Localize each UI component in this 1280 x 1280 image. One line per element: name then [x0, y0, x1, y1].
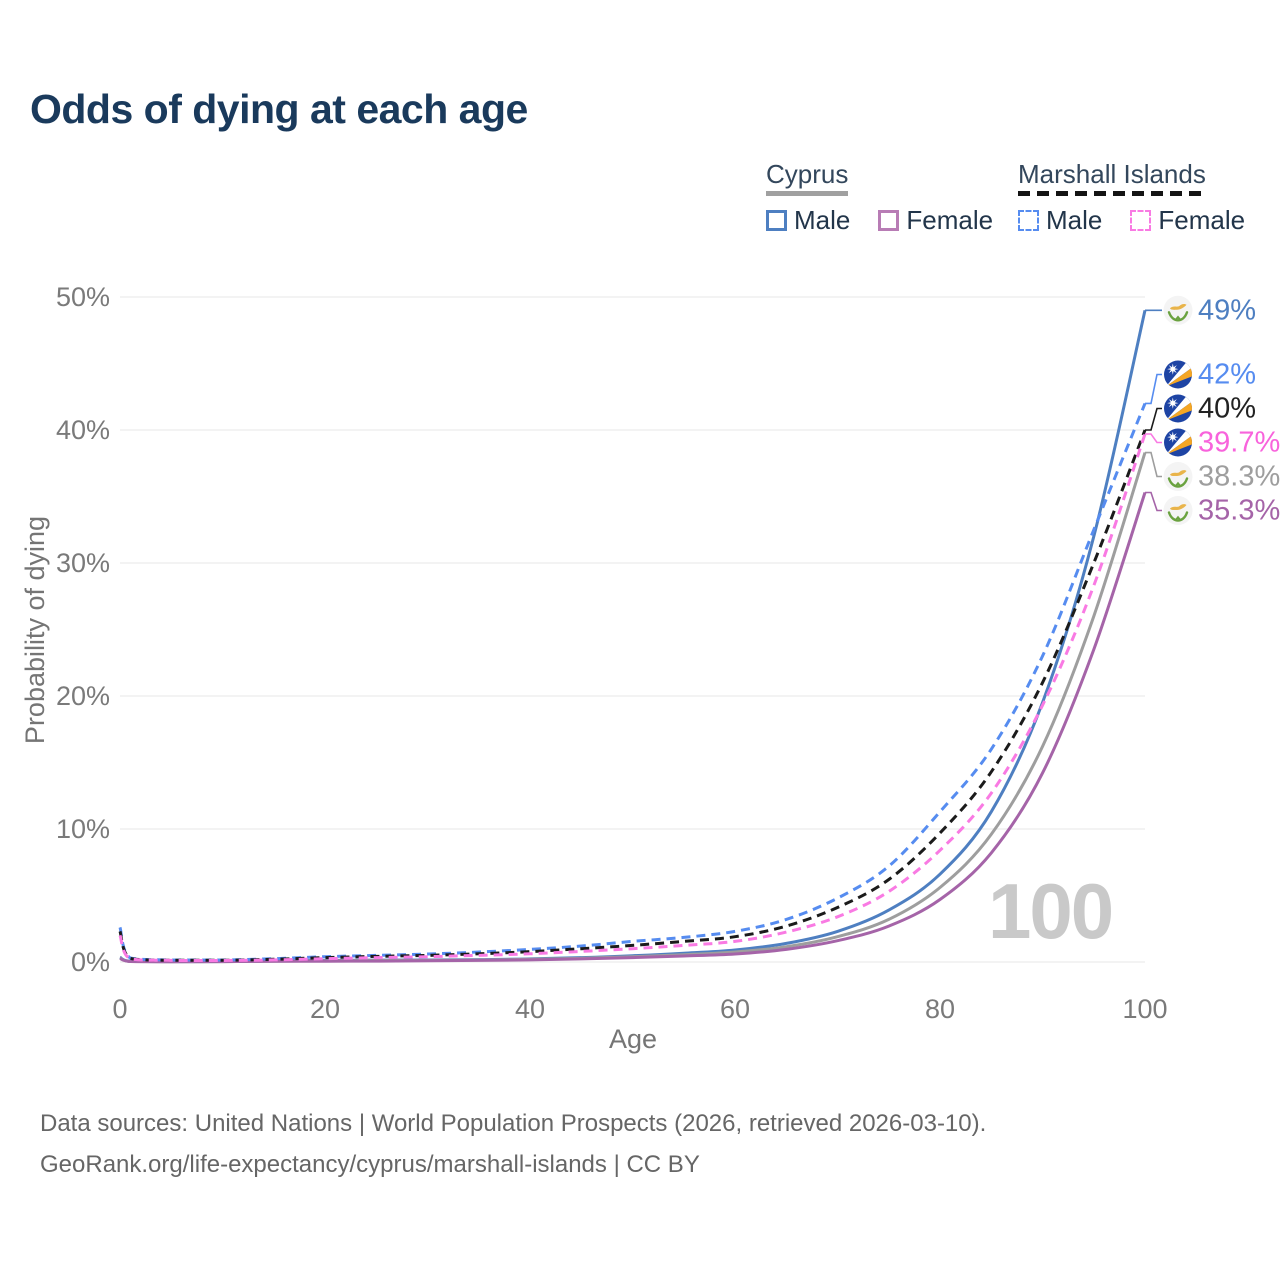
y-tick-label: 30%: [56, 548, 110, 578]
label-connector: [1145, 491, 1162, 512]
legend-swatch-cyprus-female: [878, 210, 900, 231]
y-tick-label: 0%: [71, 947, 110, 977]
y-tick-label: 10%: [56, 814, 110, 844]
axis-title-x: Age: [609, 1024, 657, 1054]
age-watermark: 100: [988, 867, 1114, 955]
x-tick-label: 0: [112, 994, 127, 1024]
label-connector: [1145, 451, 1162, 478]
x-tick-label: 40: [515, 994, 545, 1024]
series-line-marshall-islands-male[interactable]: [118, 402, 1147, 962]
legend-item-label: Female: [1158, 205, 1246, 235]
series-line-marshall-islands-female[interactable]: [118, 433, 1147, 963]
legend-item-cyprus-male[interactable]: Male: [766, 205, 850, 236]
legend-swatch-cyprus-male: [766, 210, 787, 231]
flag-icon-cyprus: [1163, 462, 1193, 492]
flag-icon-marshall-islands: [1164, 360, 1192, 389]
legend-item-label: Male: [1046, 205, 1103, 235]
end-label-cyprus-male: 49%: [1198, 294, 1256, 326]
end-label-marshall-islands-male: 42%: [1198, 359, 1256, 391]
axis-title-y: Probability of dying: [20, 516, 50, 744]
legend-item-label: Female: [906, 205, 994, 235]
legend-item-cyprus-female[interactable]: Female: [878, 205, 993, 236]
x-tick-label: 20: [310, 994, 340, 1024]
x-tick-label: 80: [925, 994, 955, 1024]
flag-icon-marshall-islands: [1164, 428, 1192, 457]
legend-group-cyprus: Cyprus Male Female: [766, 160, 993, 236]
y-tick-label: 40%: [56, 415, 110, 445]
chart-legend: Cyprus Male Female Marshall Islands Male…: [0, 160, 1280, 250]
page-title: Odds of dying at each age: [30, 86, 528, 132]
flag-icon-cyprus: [1163, 496, 1193, 526]
end-label-cyprus-female: 35.3%: [1198, 495, 1280, 527]
label-connector: [1145, 407, 1162, 431]
legend-underline-solid: [766, 191, 848, 196]
series-line-cyprus-male[interactable]: [119, 309, 1147, 964]
footer: Data sources: United Nations | World Pop…: [40, 1103, 986, 1185]
series-line-cyprus-both[interactable]: [119, 452, 1147, 964]
legend-swatch-marshall-male: [1018, 210, 1039, 231]
legend-group-title: Cyprus: [766, 159, 849, 189]
y-tick-label: 50%: [56, 282, 110, 312]
footer-sources-line: Data sources: United Nations | World Pop…: [40, 1110, 987, 1137]
x-tick-label: 60: [720, 994, 750, 1024]
end-label-marshall-islands-both: 40%: [1198, 393, 1256, 425]
y-tick-label: 20%: [56, 681, 110, 711]
label-connector: [1145, 433, 1162, 444]
label-connector: [1145, 373, 1162, 405]
footer-attribution-line: GeoRank.org/life-expectancy/cyprus/marsh…: [40, 1151, 700, 1178]
legend-underline-dashed: [1018, 191, 1204, 196]
x-tick-label: 100: [1122, 994, 1167, 1024]
legend-item-marshall-female[interactable]: Female: [1130, 205, 1245, 236]
series-line-marshall-islands-both[interactable]: [118, 429, 1147, 962]
flag-icon-marshall-islands: [1164, 394, 1192, 423]
legend-item-label: Male: [794, 205, 851, 235]
legend-group-title: Marshall Islands: [1018, 159, 1206, 189]
end-label-marshall-islands-female: 39.7%: [1198, 427, 1280, 459]
legend-swatch-marshall-female: [1130, 210, 1152, 231]
flag-icon-cyprus: [1163, 295, 1193, 325]
legend-item-marshall-male[interactable]: Male: [1018, 205, 1102, 236]
legend-group-marshall-islands: Marshall Islands Male Female: [1018, 160, 1245, 236]
end-label-cyprus-both: 38.3%: [1198, 461, 1280, 493]
